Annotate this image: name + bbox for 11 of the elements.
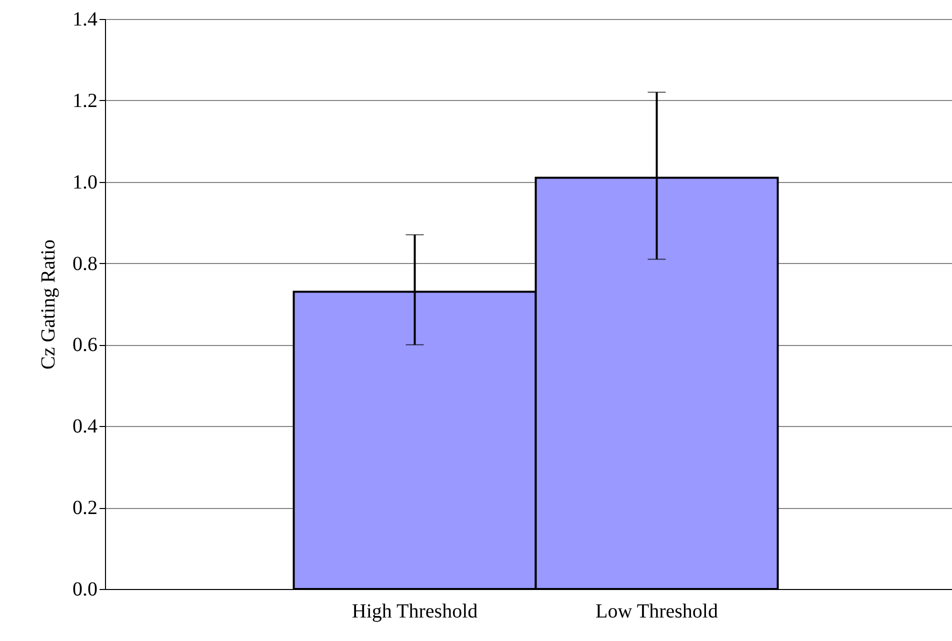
x-tick-label: High Threshold bbox=[352, 600, 478, 622]
y-axis-title: Cz Gating Ratio bbox=[38, 240, 60, 370]
y-tick-label: 1.0 bbox=[72, 171, 98, 194]
y-tick-label: 0.2 bbox=[72, 497, 98, 520]
y-tick-label: 0.6 bbox=[72, 334, 98, 356]
y-tick-label: 0.8 bbox=[72, 252, 98, 275]
x-tick-label: Low Threshold bbox=[596, 600, 718, 622]
y-tick-label: 0.4 bbox=[72, 416, 98, 438]
y-tick-label: 0.0 bbox=[72, 578, 98, 600]
y-tick-label: 1.4 bbox=[72, 8, 98, 30]
y-tick-label: 1.2 bbox=[72, 90, 98, 112]
